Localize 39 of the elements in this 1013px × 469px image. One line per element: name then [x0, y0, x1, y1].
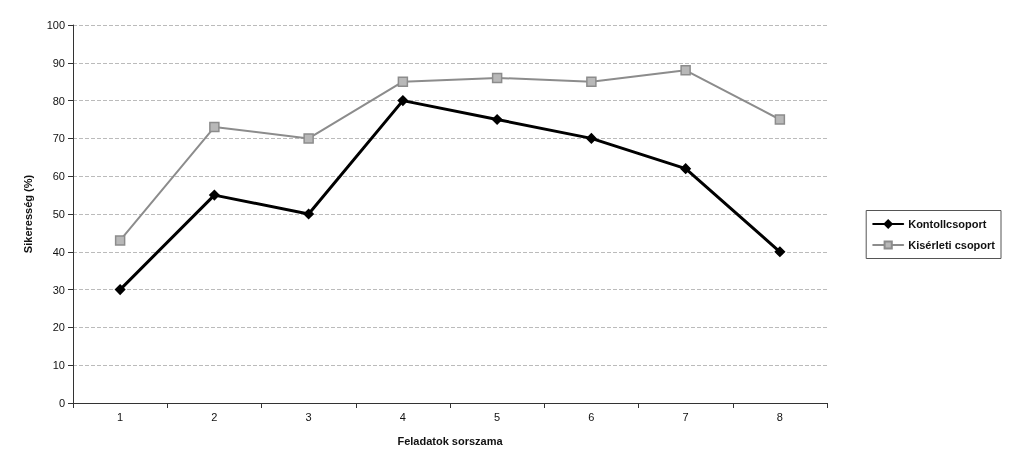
- legend-label: Kontollcsoport: [908, 218, 987, 230]
- y-tick-label: 20: [52, 321, 65, 334]
- y-tick-label: 60: [52, 170, 65, 183]
- y-tick-label: 50: [52, 208, 65, 220]
- point: [491, 114, 503, 125]
- x-tick-label: 6: [588, 410, 595, 423]
- y-tick-label: 90: [52, 56, 65, 69]
- point: [209, 189, 220, 201]
- x-tick-label: 7: [682, 410, 689, 423]
- x-axis-title: Feladatok sorszama: [397, 434, 504, 447]
- point: [114, 284, 126, 295]
- point: [114, 235, 126, 246]
- x-tick-label: 3: [305, 410, 312, 423]
- y-axis-title: Sikeresség (%): [21, 174, 34, 254]
- point: [303, 208, 314, 220]
- y-tick-label: 0: [58, 397, 65, 409]
- point: [491, 72, 503, 84]
- point: [209, 121, 220, 133]
- point: [774, 246, 786, 258]
- y-tick-label: 70: [52, 132, 65, 145]
- point: [586, 133, 597, 144]
- point: [680, 163, 691, 174]
- legend-label: Kisérleti csoport: [908, 239, 996, 251]
- point: [774, 114, 786, 125]
- y-tick-label: 10: [52, 359, 65, 372]
- y-tick-label: 80: [52, 94, 65, 107]
- x-tick-label: 2: [211, 410, 218, 423]
- x-tick-label: 4: [399, 410, 406, 423]
- point: [586, 76, 597, 87]
- y-tick-label: 100: [46, 19, 65, 31]
- x-tick-label: 1: [117, 410, 124, 423]
- point: [397, 76, 409, 87]
- y-tick-label: 40: [52, 245, 65, 258]
- point: [397, 95, 409, 106]
- point: [303, 133, 314, 144]
- x-tick-label: 5: [494, 410, 501, 423]
- y-tick-label: 30: [52, 283, 65, 296]
- point: [680, 65, 691, 76]
- x-tick-label: 8: [776, 410, 783, 423]
